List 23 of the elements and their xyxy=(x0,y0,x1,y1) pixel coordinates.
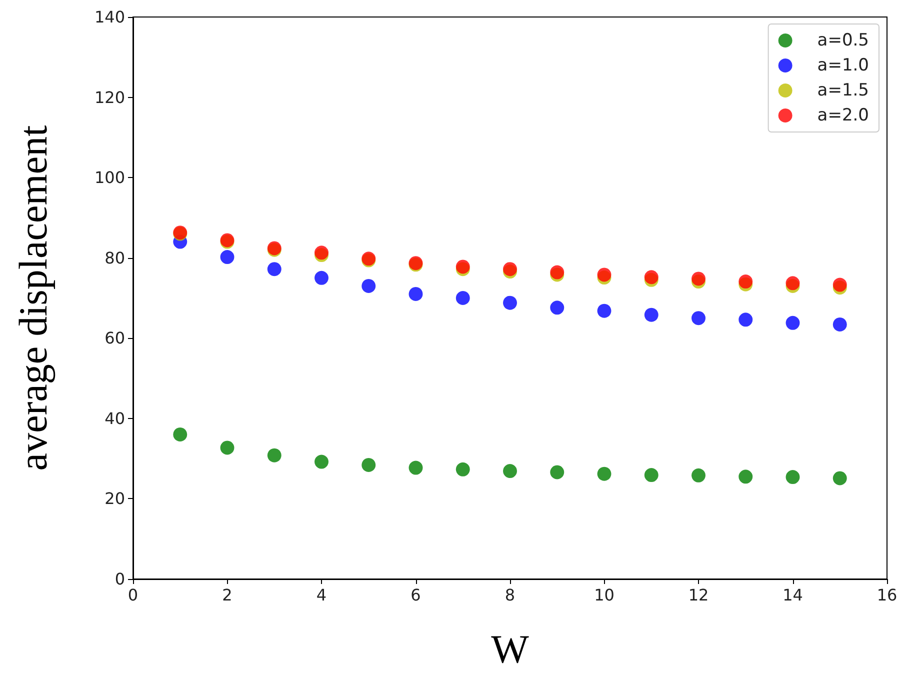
x-tick-label: 6 xyxy=(410,586,421,604)
y-axis-title: average displacement xyxy=(10,125,56,471)
legend-label: a=0.5 xyxy=(817,30,870,50)
x-tick-label: 14 xyxy=(782,586,803,604)
x-tick-label: 8 xyxy=(504,586,516,604)
x-tick-label: 10 xyxy=(594,586,614,604)
y-tick-label: 140 xyxy=(94,8,125,26)
legend-label: a=2.0 xyxy=(817,106,870,126)
x-tick-label: 0 xyxy=(128,586,138,604)
legend-label: a=1.5 xyxy=(817,80,870,100)
x-tick-label: 16 xyxy=(876,586,898,604)
y-tick-label: 0 xyxy=(114,570,125,588)
legend-label: a=1.0 xyxy=(817,56,870,76)
y-tick-label: 120 xyxy=(94,88,125,107)
y-tick-label: 40 xyxy=(104,408,125,428)
y-tick-label: 20 xyxy=(104,489,125,508)
x-tick-label: 12 xyxy=(688,586,709,604)
y-tick-label: 80 xyxy=(104,248,125,268)
y-tick-label: 100 xyxy=(94,168,125,188)
x-tick-label: 4 xyxy=(316,586,327,604)
y-tick-label: 60 xyxy=(104,328,125,348)
x-tick-label: 2 xyxy=(222,586,232,604)
x-axis-title: W xyxy=(491,626,530,672)
